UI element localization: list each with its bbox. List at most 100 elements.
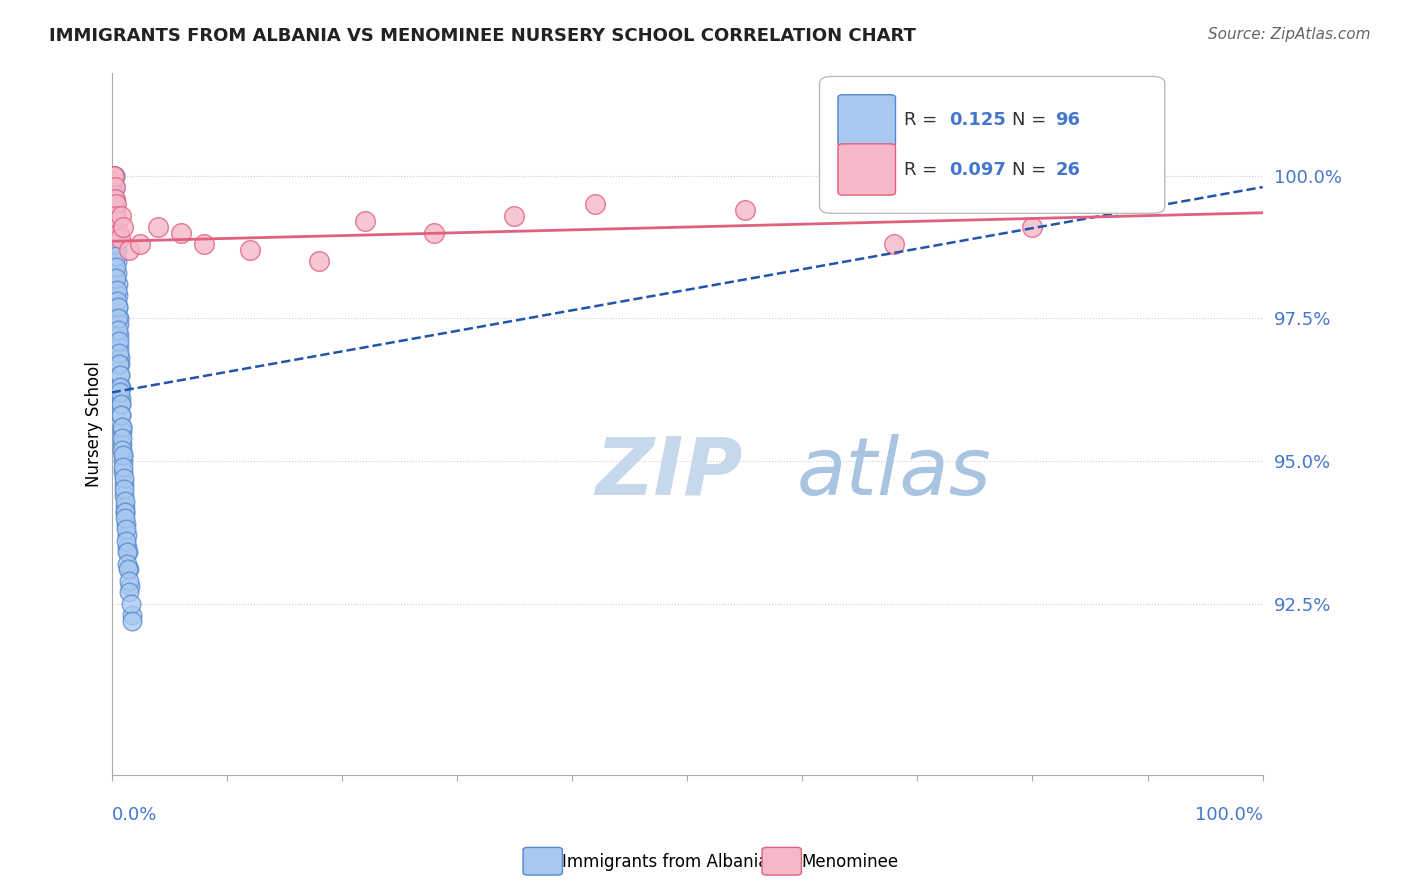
Point	[111, 419, 134, 434]
Text: 0.0%: 0.0%	[111, 806, 157, 824]
Text: Menominee: Menominee	[801, 853, 898, 871]
Point	[114, 505, 136, 519]
Point	[104, 237, 127, 252]
Point	[101, 169, 124, 183]
Point	[103, 169, 125, 183]
Point	[110, 391, 132, 405]
Point	[104, 197, 127, 211]
Point	[111, 442, 134, 457]
FancyBboxPatch shape	[838, 144, 896, 195]
Point	[114, 505, 136, 519]
Point	[104, 192, 127, 206]
Point	[423, 226, 446, 240]
Point	[105, 294, 128, 309]
Point	[101, 169, 124, 183]
Point	[111, 431, 134, 445]
Point	[118, 585, 141, 599]
Point	[101, 169, 124, 183]
Text: 96: 96	[1056, 111, 1080, 129]
Point	[108, 340, 131, 354]
Point	[101, 169, 124, 183]
Point	[193, 237, 215, 252]
Point	[101, 169, 124, 183]
Point	[118, 243, 141, 257]
Point	[103, 169, 125, 183]
Point	[103, 169, 125, 183]
Point	[108, 357, 131, 371]
Y-axis label: Nursery School: Nursery School	[86, 361, 103, 487]
Text: 0.125: 0.125	[949, 111, 1007, 129]
Point	[108, 328, 131, 343]
Point	[114, 511, 136, 525]
Point	[129, 237, 152, 252]
Text: R =: R =	[904, 161, 942, 178]
Point	[105, 226, 128, 240]
FancyBboxPatch shape	[820, 77, 1164, 213]
Point	[110, 385, 132, 400]
Text: 0.097: 0.097	[949, 161, 1007, 178]
Point	[107, 311, 129, 326]
Point	[118, 579, 141, 593]
Point	[239, 243, 262, 257]
Point	[103, 169, 125, 183]
Point	[117, 545, 139, 559]
Point	[103, 180, 125, 194]
Point	[103, 209, 125, 223]
Point	[110, 380, 132, 394]
Point	[354, 214, 377, 228]
Text: Immigrants from Albania: Immigrants from Albania	[562, 853, 769, 871]
Point	[503, 209, 526, 223]
Text: atlas: atlas	[797, 434, 991, 512]
Point	[105, 254, 128, 268]
Text: 100.0%: 100.0%	[1195, 806, 1263, 824]
Point	[105, 243, 128, 257]
Point	[112, 466, 135, 480]
Text: IMMIGRANTS FROM ALBANIA VS MENOMINEE NURSERY SCHOOL CORRELATION CHART: IMMIGRANTS FROM ALBANIA VS MENOMINEE NUR…	[49, 27, 917, 45]
Point	[112, 476, 135, 491]
Point	[583, 197, 606, 211]
Point	[101, 169, 124, 183]
Point	[103, 169, 125, 183]
Point	[114, 500, 136, 514]
Point	[105, 231, 128, 245]
Point	[108, 380, 131, 394]
Point	[118, 562, 141, 576]
Point	[111, 448, 134, 462]
Point	[105, 214, 128, 228]
Point	[117, 562, 139, 576]
Text: 26: 26	[1056, 161, 1080, 178]
Point	[146, 220, 169, 235]
Point	[103, 169, 125, 183]
Point	[105, 209, 128, 223]
Point	[103, 169, 125, 183]
Point	[104, 249, 127, 263]
Point	[107, 288, 129, 302]
Point	[107, 300, 129, 314]
Point	[115, 545, 138, 559]
Point	[101, 174, 124, 188]
Point	[308, 254, 330, 268]
Point	[108, 368, 131, 383]
Point	[115, 523, 138, 537]
Point	[103, 186, 125, 200]
Point	[112, 459, 135, 474]
Point	[107, 226, 129, 240]
Point	[115, 516, 138, 531]
Point	[117, 557, 139, 571]
Point	[115, 540, 138, 554]
Point	[105, 214, 128, 228]
Point	[115, 528, 138, 542]
Point	[112, 471, 135, 485]
Point	[107, 334, 129, 348]
Point	[105, 271, 128, 285]
Point	[110, 368, 132, 383]
Point	[170, 226, 193, 240]
Point	[121, 607, 143, 622]
Point	[101, 169, 124, 183]
Point	[105, 266, 128, 280]
Point	[112, 488, 135, 502]
Point	[114, 494, 136, 508]
Point	[103, 220, 125, 235]
Point	[112, 220, 135, 235]
Text: N =: N =	[1012, 111, 1052, 129]
